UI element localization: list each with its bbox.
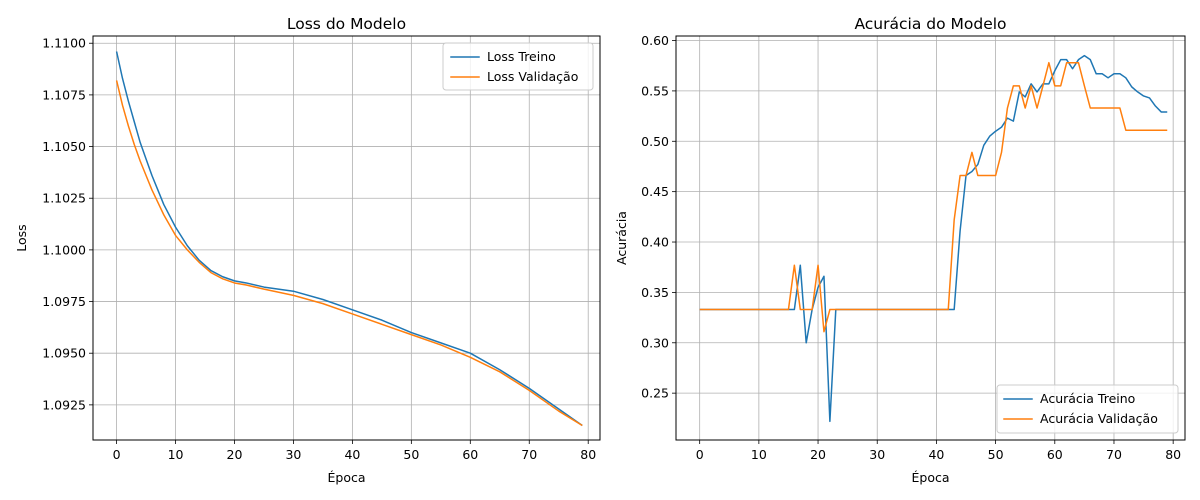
accuracy-legend-label-validacao: Acurácia Validação (1040, 411, 1158, 426)
accuracy-y-tick-label: 0.40 (641, 235, 669, 250)
accuracy-x-axis-label: Época (911, 470, 949, 485)
loss-grid (93, 36, 600, 440)
loss-x-tick-label: 0 (113, 447, 121, 462)
accuracy-x-tick-label: 50 (988, 447, 1004, 462)
loss-y-tick-label: 1.0950 (42, 346, 86, 361)
accuracy-y-tick-label: 0.55 (641, 83, 669, 98)
accuracy-grid (676, 36, 1185, 440)
loss-y-tick-label: 1.0925 (42, 397, 86, 412)
loss-y-tick-label: 1.1100 (42, 36, 86, 51)
loss-x-ticks: 0 10 20 30 40 50 60 70 80 (113, 440, 596, 462)
loss-x-tick-label: 30 (285, 447, 301, 462)
accuracy-y-tick-label: 0.60 (641, 33, 669, 48)
loss-y-tick-label: 1.1000 (42, 242, 86, 257)
loss-y-tick-label: 1.0975 (42, 294, 86, 309)
loss-legend-box (442, 42, 594, 91)
accuracy-legend-box (996, 384, 1179, 434)
loss-legend: Loss Treino Loss Validação (442, 42, 594, 91)
loss-chart: Loss do Modelo 0 10 20 30 40 50 60 70 80 1.09251… (14, 15, 601, 485)
loss-x-tick-label: 40 (344, 447, 360, 462)
loss-chart-title: Loss do Modelo (287, 15, 406, 33)
loss-x-tick-label: 50 (403, 447, 419, 462)
accuracy-chart: Acurácia do Modelo 0 10 20 30 40 50 60 70 80 0.2… (614, 15, 1186, 485)
accuracy-y-tick-label: 0.35 (641, 285, 669, 300)
loss-legend-label-treino: Loss Treino (487, 49, 556, 64)
loss-y-ticks: 1.0925 1.0950 1.0975 1.1000 1.1025 1.1050 1.10… (42, 36, 93, 412)
loss-y-tick-label: 1.1025 (42, 191, 86, 206)
loss-series (115, 51, 583, 427)
accuracy-legend-label-treino: Acurácia Treino (1040, 391, 1135, 406)
accuracy-y-tick-label: 0.25 (641, 386, 669, 401)
accuracy-x-tick-label: 10 (751, 447, 767, 462)
accuracy-y-tick-label: 0.30 (641, 335, 669, 350)
loss-y-axis-label: Loss (14, 224, 29, 251)
accuracy-y-tick-label: 0.50 (641, 134, 669, 149)
accuracy-x-tick-label: 40 (928, 447, 944, 462)
accuracy-x-tick-label: 0 (696, 447, 704, 462)
loss-x-tick-label: 10 (168, 447, 184, 462)
accuracy-x-tick-label: 60 (1047, 447, 1063, 462)
loss-x-axis-label: Época (327, 470, 365, 485)
loss-x-tick-label: 80 (580, 447, 596, 462)
loss-x-tick-label: 70 (521, 447, 537, 462)
accuracy-y-ticks: 0.25 0.30 0.35 0.40 0.45 0.50 0.55 0.60 (641, 33, 676, 401)
accuracy-x-tick-label: 20 (810, 447, 826, 462)
accuracy-series-line-validacao (699, 61, 1168, 333)
loss-legend-label-validacao: Loss Validação (487, 69, 578, 84)
accuracy-y-axis-label: Acurácia (614, 211, 629, 265)
loss-series-line-treino (115, 51, 583, 427)
accuracy-series (699, 54, 1168, 423)
accuracy-x-tick-label: 30 (869, 447, 885, 462)
accuracy-legend: Acurácia Treino Acurácia Validação (996, 384, 1179, 434)
accuracy-chart-title: Acurácia do Modelo (854, 15, 1006, 33)
loss-y-tick-label: 1.1050 (42, 139, 86, 154)
loss-x-tick-label: 60 (462, 447, 478, 462)
accuracy-series-line-treino (699, 54, 1168, 423)
accuracy-x-tick-label: 80 (1165, 447, 1181, 462)
loss-y-tick-label: 1.1075 (42, 87, 86, 102)
loss-x-tick-label: 20 (227, 447, 243, 462)
loss-plot-frame (92, 35, 601, 441)
loss-series-line-validacao (115, 80, 583, 427)
accuracy-x-ticks: 0 10 20 30 40 50 60 70 80 (696, 440, 1181, 462)
accuracy-y-tick-label: 0.45 (641, 184, 669, 199)
accuracy-x-tick-label: 70 (1106, 447, 1122, 462)
accuracy-plot-frame (675, 35, 1186, 441)
